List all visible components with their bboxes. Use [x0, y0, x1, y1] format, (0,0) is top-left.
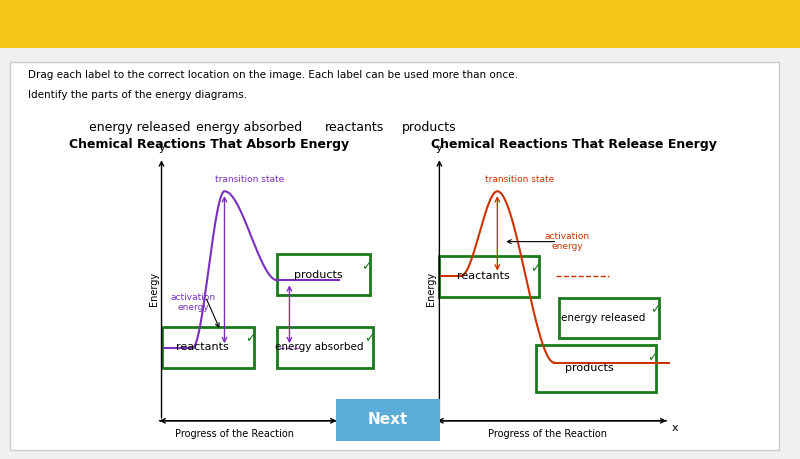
Text: energy released: energy released	[89, 121, 190, 134]
Text: ✓: ✓	[650, 303, 661, 317]
Text: Identify the parts of the energy diagrams.: Identify the parts of the energy diagram…	[27, 90, 246, 100]
Bar	[278, 254, 370, 295]
Text: products: products	[565, 364, 614, 374]
Text: transition state: transition state	[215, 175, 284, 185]
Bar	[559, 298, 659, 338]
Text: x: x	[342, 423, 348, 433]
Text: energy absorbed: energy absorbed	[275, 342, 364, 352]
Text: Chemical Reactions That Release Energy: Chemical Reactions That Release Energy	[431, 138, 718, 151]
Text: ✓: ✓	[364, 333, 374, 346]
Text: ✓: ✓	[361, 260, 372, 273]
Text: energy released: energy released	[561, 313, 646, 323]
Text: ✓: ✓	[647, 351, 658, 364]
Text: Next: Next	[368, 413, 408, 427]
Text: y: y	[158, 143, 165, 152]
Text: y: y	[436, 143, 442, 152]
Text: reactants: reactants	[457, 271, 510, 281]
Bar	[439, 256, 539, 297]
Text: Viewing Answers: Viewing Answers	[335, 17, 465, 32]
Text: products: products	[294, 269, 342, 280]
Text: Energy: Energy	[149, 272, 158, 306]
Bar	[162, 327, 254, 368]
Bar	[278, 327, 374, 368]
Text: Progress of the Reaction: Progress of the Reaction	[175, 429, 294, 438]
Text: energy absorbed: energy absorbed	[197, 121, 302, 134]
Text: activation
energy: activation energy	[171, 293, 216, 312]
Text: products: products	[402, 121, 457, 134]
Text: reactants: reactants	[325, 121, 384, 134]
Text: transition state: transition state	[485, 175, 554, 185]
FancyBboxPatch shape	[323, 394, 453, 446]
Text: Progress of the Reaction: Progress of the Reaction	[488, 429, 607, 438]
Text: Energy: Energy	[426, 272, 436, 306]
Text: ✓: ✓	[246, 333, 256, 346]
Text: reactants: reactants	[176, 342, 229, 352]
Text: x: x	[671, 423, 678, 433]
Bar	[536, 345, 656, 392]
Text: activation
energy: activation energy	[545, 232, 590, 252]
Text: Drag each label to the correct location on the image. Each label can be used mor: Drag each label to the correct location …	[27, 70, 518, 80]
Text: ✓: ✓	[530, 262, 541, 275]
Text: Chemical Reactions That Absorb Energy: Chemical Reactions That Absorb Energy	[70, 138, 350, 151]
